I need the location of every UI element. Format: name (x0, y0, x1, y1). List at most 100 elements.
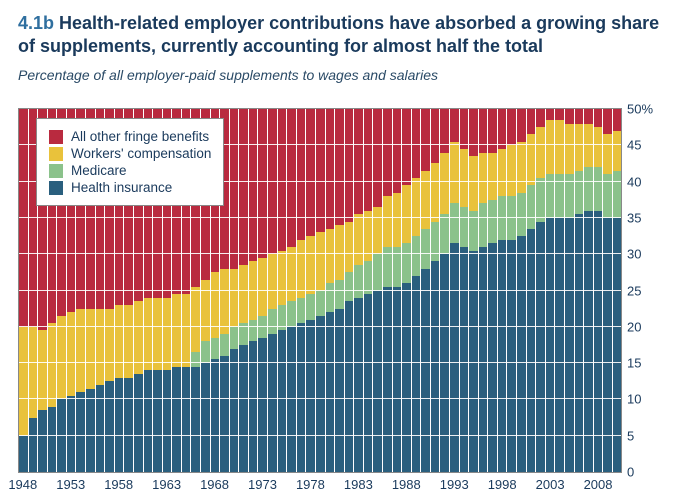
seg-health (249, 341, 258, 472)
seg-other (488, 109, 497, 153)
seg-other (440, 109, 449, 153)
seg-health (287, 327, 296, 472)
seg-medicare (517, 193, 526, 237)
seg-workers (354, 214, 363, 265)
seg-health (105, 381, 114, 472)
seg-health (48, 407, 57, 472)
seg-workers (86, 309, 95, 389)
seg-other (450, 109, 459, 142)
seg-workers (172, 294, 181, 367)
legend-item-health: Health insurance (49, 180, 211, 195)
seg-workers (105, 309, 114, 382)
seg-other (345, 109, 354, 222)
bar-1983 (354, 109, 363, 472)
seg-medicare (268, 309, 277, 334)
seg-health (258, 338, 267, 472)
seg-health (29, 418, 38, 472)
seg-medicare (191, 352, 200, 367)
seg-health (594, 211, 603, 472)
seg-health (613, 218, 622, 472)
bar-1982 (345, 109, 354, 472)
chart-subtitle: Percentage of all employer-paid suppleme… (18, 67, 662, 83)
chart-title: 4.1b Health-related employer contributio… (18, 12, 662, 57)
seg-other (306, 109, 315, 236)
legend-swatch-health (49, 181, 63, 195)
seg-health (153, 370, 162, 472)
xtick-1973: 1973 (248, 477, 277, 492)
seg-medicare (450, 203, 459, 243)
seg-workers (29, 327, 38, 418)
seg-medicare (393, 247, 402, 287)
seg-health (182, 367, 191, 472)
seg-medicare (536, 178, 545, 222)
bar-2005 (565, 109, 574, 472)
seg-health (115, 378, 124, 472)
seg-other (402, 109, 411, 185)
ytick-5: 5 (627, 428, 667, 443)
seg-medicare (594, 167, 603, 211)
seg-workers (306, 236, 315, 294)
seg-health (144, 370, 153, 472)
seg-health (536, 222, 545, 472)
seg-medicare (354, 265, 363, 298)
xtick-1953: 1953 (56, 477, 85, 492)
seg-workers (402, 185, 411, 243)
seg-other (287, 109, 296, 247)
seg-medicare (326, 283, 335, 312)
legend-swatch-other (49, 130, 63, 144)
seg-health (172, 367, 181, 472)
seg-medicare (584, 167, 593, 211)
seg-workers (335, 225, 344, 279)
xtick-1968: 1968 (200, 477, 229, 492)
seg-health (450, 243, 459, 472)
seg-medicare (335, 280, 344, 309)
seg-other (373, 109, 382, 207)
seg-workers (163, 298, 172, 371)
seg-workers (460, 149, 469, 207)
seg-other (546, 109, 555, 120)
chart-number: 4.1b (18, 13, 54, 33)
seg-workers (153, 298, 162, 371)
seg-medicare (527, 185, 536, 229)
seg-health (211, 359, 220, 472)
legend-label-health: Health insurance (71, 180, 172, 195)
seg-workers (191, 287, 200, 352)
xtick-1948: 1948 (8, 477, 37, 492)
ytick-45: 45 (627, 138, 667, 153)
ytick-15: 15 (627, 356, 667, 371)
seg-workers (345, 222, 354, 273)
bar-1998 (498, 109, 507, 472)
xtick-1958: 1958 (104, 477, 133, 492)
seg-health (364, 294, 373, 472)
seg-workers (201, 280, 210, 342)
seg-medicare (603, 174, 612, 218)
legend: All other fringe benefitsWorkers' compen… (36, 118, 224, 206)
seg-workers (364, 211, 373, 262)
seg-health (354, 298, 363, 472)
seg-other (507, 109, 516, 145)
seg-health (373, 291, 382, 473)
bar-2003 (546, 109, 555, 472)
seg-medicare (258, 316, 267, 338)
bar-2004 (555, 109, 564, 472)
seg-health (38, 410, 47, 472)
xtick-1978: 1978 (296, 477, 325, 492)
bar-1981 (335, 109, 344, 472)
seg-workers (594, 127, 603, 167)
bar-1993 (450, 109, 459, 472)
seg-medicare (201, 341, 210, 363)
seg-workers (249, 261, 258, 319)
seg-other (239, 109, 248, 265)
seg-health (326, 312, 335, 472)
seg-workers (488, 153, 497, 200)
seg-health (268, 334, 277, 472)
seg-other (383, 109, 392, 196)
seg-medicare (220, 334, 229, 356)
seg-health (306, 320, 315, 472)
xtick-1998: 1998 (488, 477, 517, 492)
legend-item-workers: Workers' compensation (49, 146, 211, 161)
seg-other (469, 109, 478, 156)
seg-medicare (402, 243, 411, 283)
seg-other (335, 109, 344, 225)
seg-health (565, 218, 574, 472)
